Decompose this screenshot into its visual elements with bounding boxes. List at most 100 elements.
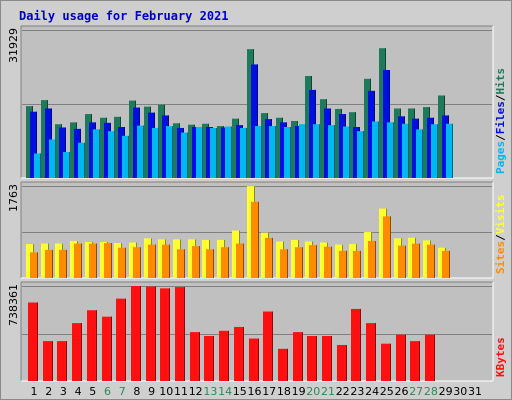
- x-tick-day-9: 9: [148, 385, 155, 398]
- bar-files-day-11: [177, 127, 184, 178]
- bar-files-day-19: [295, 126, 302, 178]
- x-tick-day-4: 4: [75, 385, 82, 398]
- bar-files-day-12: [192, 127, 199, 178]
- bar-kbytes-day-14: [219, 330, 229, 381]
- bar-files-day-6: [104, 122, 111, 178]
- bar-pages-day-22: [343, 126, 350, 178]
- legend-entry: Hits: [494, 68, 507, 95]
- bar-hits-day-5: [85, 114, 92, 178]
- legend-entry: KBytes: [494, 337, 507, 377]
- bar-files-day-24: [368, 90, 375, 178]
- bar-hits-day-17: [261, 113, 268, 178]
- bar-files-day-7: [118, 127, 125, 178]
- bar-hits-day-10: [158, 104, 165, 178]
- bar-hits-day-2: [41, 100, 48, 178]
- x-tick-day-1: 1: [31, 385, 38, 398]
- bar-files-day-20: [309, 89, 316, 178]
- legend-entry: Pages: [494, 141, 507, 174]
- x-tick-day-20: 20: [306, 385, 320, 398]
- bar-files-day-10: [162, 115, 169, 178]
- bar-hits-day-18: [276, 117, 283, 178]
- bar-kbytes-day-10: [160, 288, 170, 381]
- bar-files-day-16: [251, 64, 258, 178]
- legend-entry: /: [494, 234, 507, 241]
- bar-kbytes-day-21: [322, 335, 332, 381]
- x-tick-day-14: 14: [218, 385, 232, 398]
- x-tick-day-23: 23: [350, 385, 364, 398]
- bar-sites-day-21: [324, 246, 332, 278]
- bar-hits-day-13: [202, 123, 209, 178]
- bar-kbytes-day-26: [396, 334, 406, 381]
- x-tick-day-22: 22: [336, 385, 350, 398]
- bar-kbytes-day-12: [190, 332, 200, 381]
- bar-pages-day-4: [78, 142, 85, 178]
- bar-hits-day-24: [364, 78, 371, 178]
- bar-sites-day-18: [280, 249, 288, 278]
- bar-files-day-13: [206, 127, 213, 178]
- ymax-label-kbytes: 738361: [7, 284, 20, 326]
- bar-pages-day-7: [122, 135, 129, 178]
- bar-hits-day-7: [114, 116, 121, 178]
- x-tick-day-25: 25: [380, 385, 394, 398]
- bar-kbytes-day-15: [234, 326, 244, 381]
- bar-files-day-29: [442, 115, 449, 178]
- bar-pages-day-18: [284, 127, 291, 178]
- ymax-label-visits_sites: 1763: [7, 184, 20, 212]
- bar-hits-day-27: [408, 108, 415, 178]
- bar-sites-day-13: [206, 249, 214, 278]
- bar-files-day-4: [74, 128, 81, 178]
- bar-hits-day-28: [423, 107, 430, 178]
- bar-hits-day-29: [438, 95, 445, 178]
- bar-pages-day-19: [299, 124, 306, 178]
- bar-kbytes-day-1: [28, 302, 38, 381]
- bar-hits-day-16: [247, 49, 254, 178]
- bar-pages-day-25: [387, 122, 394, 178]
- bar-hits-day-8: [129, 100, 136, 178]
- bar-hits-day-22: [335, 108, 342, 178]
- bar-files-day-27: [412, 118, 419, 178]
- legend-hits_files_pages: Pages/Files/Hits: [494, 68, 507, 174]
- bar-kbytes-day-22: [337, 344, 347, 381]
- bar-files-day-15: [236, 125, 243, 178]
- bar-kbytes-day-28: [425, 334, 435, 381]
- x-tick-day-29: 29: [439, 385, 453, 398]
- x-tick-day-8: 8: [133, 385, 140, 398]
- bar-kbytes-day-23: [351, 308, 361, 381]
- bar-pages-day-21: [328, 125, 335, 178]
- bar-sites-day-22: [339, 250, 347, 278]
- legend-kbytes: KBytes: [494, 337, 507, 377]
- bar-pages-day-26: [402, 123, 409, 178]
- bar-sites-day-9: [148, 244, 156, 278]
- bar-sites-day-6: [104, 243, 112, 278]
- bar-hits-day-6: [100, 117, 107, 178]
- bar-sites-day-2: [45, 249, 53, 278]
- bar-hits-day-25: [379, 48, 386, 178]
- bar-pages-day-14: [225, 126, 232, 178]
- x-tick-day-30: 30: [453, 385, 467, 398]
- bar-sites-day-12: [192, 246, 200, 278]
- bar-pages-day-24: [372, 121, 379, 178]
- bar-files-day-22: [339, 114, 346, 178]
- bar-sites-day-8: [133, 247, 141, 278]
- bar-pages-day-13: [210, 127, 217, 178]
- bar-hits-day-14: [217, 126, 224, 178]
- x-tick-day-13: 13: [203, 385, 217, 398]
- bar-hits-day-9: [144, 106, 151, 178]
- x-tick-day-3: 3: [60, 385, 67, 398]
- bar-pages-day-6: [108, 131, 115, 178]
- bar-files-day-2: [45, 108, 52, 178]
- bar-pages-day-8: [137, 125, 144, 178]
- bar-sites-day-16: [251, 201, 259, 278]
- x-tick-day-5: 5: [89, 385, 96, 398]
- bar-hits-day-12: [188, 124, 195, 178]
- bar-hits-day-19: [291, 120, 298, 178]
- bar-kbytes-day-7: [116, 298, 126, 381]
- x-tick-day-15: 15: [233, 385, 247, 398]
- bar-sites-day-28: [427, 244, 435, 278]
- bar-kbytes-day-19: [293, 332, 303, 381]
- bar-kbytes-day-20: [307, 335, 317, 381]
- x-tick-day-10: 10: [159, 385, 173, 398]
- bar-sites-day-29: [442, 250, 450, 278]
- legend-entry: /: [494, 94, 507, 101]
